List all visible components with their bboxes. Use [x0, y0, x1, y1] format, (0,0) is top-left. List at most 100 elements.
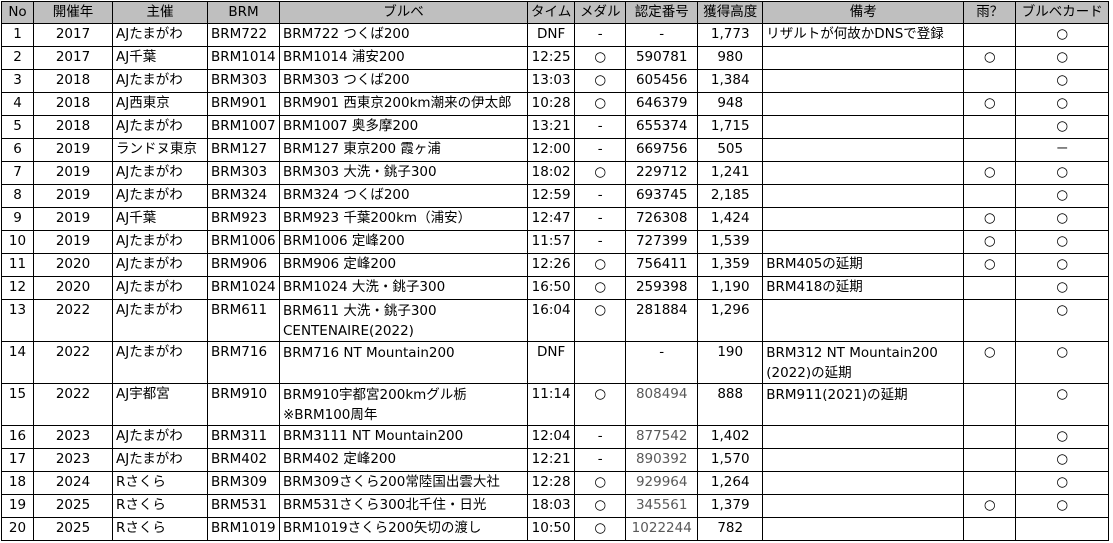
cell-card: ○	[1015, 448, 1110, 472]
cell-card: ○	[1015, 341, 1110, 384]
cell-name: BRM531さくら300北千住・日光	[279, 494, 528, 518]
cell-elev: 1,773	[697, 23, 764, 47]
table-row: 2 2017 AJ千葉 BRM1014 BRM1014 浦安200 12:25 ○ 59078…	[1, 46, 1110, 70]
cell-year: 2023	[33, 425, 113, 449]
table-row: 12 2020 AJたまがわ BRM1024 BRM1024 大洗・銚子300 16:50…	[1, 276, 1110, 300]
cell-cert: 646379	[625, 92, 699, 116]
cell-elev: 1,190	[697, 276, 764, 300]
cell-year: 2022	[33, 299, 113, 342]
table-row: 4 2018 AJ西東京 BRM901 BRM901 西東京200km潮来の伊太郎 10:…	[1, 92, 1110, 116]
cell-name: BRM1014 浦安200	[279, 46, 528, 70]
cell-rain	[963, 115, 1017, 139]
cell-name: BRM906 定峰200	[279, 253, 528, 277]
cell-cert: 229712	[625, 161, 699, 185]
cell-time: 13:21	[526, 115, 576, 139]
cell-elev: 1,264	[697, 471, 764, 495]
table-row: 6 2019 ランドヌ東京 BRM127 BRM127 東京200 霞ヶ浦 12:00-6…	[1, 138, 1110, 162]
cell-elev: 1,570	[697, 448, 764, 472]
cell-name: BRM324 つくば200	[279, 184, 528, 208]
cell-no: 9	[1, 207, 34, 231]
table-row: 8 2019 AJたまがわ BRM324 BRM324 つくば200 12:59-6937…	[1, 184, 1110, 208]
cell-no: 18	[1, 471, 34, 495]
cell-rain: ○	[963, 207, 1017, 231]
cell-elev: 1,296	[697, 299, 764, 342]
cell-elev: 505	[697, 138, 764, 162]
cell-time: 12:47	[526, 207, 576, 231]
cell-org: ランドヌ東京	[112, 138, 208, 162]
cell-year: 2018	[33, 115, 113, 139]
cell-org: AJたまがわ	[112, 276, 208, 300]
cell-medal: -	[574, 23, 627, 47]
cell-note	[762, 161, 965, 185]
cell-elev: 190	[697, 341, 764, 384]
cell-name: BRM1006 定峰200	[279, 230, 528, 254]
cell-no: 12	[1, 276, 34, 300]
cell-brm: BRM1024	[207, 276, 280, 300]
cell-card: ○	[1015, 383, 1110, 426]
cell-year: 2019	[33, 207, 113, 231]
cell-rain	[963, 299, 1017, 342]
cell-elev: 1,539	[697, 230, 764, 254]
cell-medal: -	[574, 207, 627, 231]
cell-note	[762, 207, 965, 231]
cell-no: 10	[1, 230, 34, 254]
cell-time: 12:04	[526, 425, 576, 449]
cell-time: 12:26	[526, 253, 576, 277]
cell-year: 2017	[33, 23, 113, 47]
cell-card: ○	[1015, 92, 1110, 116]
cell-name: BRM716 NT Mountain200	[279, 341, 528, 384]
cell-card: ○	[1015, 494, 1110, 518]
cell-rain: ○	[963, 253, 1017, 277]
cell-brm: BRM611	[207, 299, 280, 342]
cell-note: BRM911(2021)の延期	[762, 383, 965, 426]
cell-rain: ○	[963, 494, 1017, 518]
cell-note: BRM405の延期	[762, 253, 965, 277]
cell-year: 2025	[33, 517, 113, 541]
table-row: 16 2023 AJたまがわ BRM311 BRM3111 NT Mountain200…	[1, 425, 1110, 449]
cell-no: 20	[1, 517, 34, 541]
cell-card: ○	[1015, 230, 1110, 254]
cell-card: ○	[1015, 207, 1110, 231]
cell-cert: 259398	[625, 276, 699, 300]
cell-time: 10:50	[526, 517, 576, 541]
cell-card: ○	[1015, 161, 1110, 185]
table-row: 1 2017 AJたまがわ BRM722 BRM722 つくば200 DNF - -1,773…	[1, 23, 1110, 47]
cell-medal: ○	[574, 383, 627, 426]
cell-note	[762, 471, 965, 495]
cell-cert: 877542	[625, 425, 699, 449]
cell-year: 2024	[33, 471, 113, 495]
cell-name: BRM127 東京200 霞ヶ浦	[279, 138, 528, 162]
cell-brm: BRM531	[207, 494, 280, 518]
cell-card: ○	[1015, 425, 1110, 449]
cell-name: BRM1019さくら200矢切の渡し	[279, 517, 528, 541]
header-rain: 雨？	[963, 1, 1017, 24]
cell-cert: 726308	[625, 207, 699, 231]
cell-card: ○	[1015, 184, 1110, 208]
cell-card: ○	[1015, 253, 1110, 277]
cell-note	[762, 425, 965, 449]
cell-time: DNF	[526, 341, 576, 384]
header-time: タイム	[526, 1, 576, 24]
cell-brm: BRM303	[207, 69, 280, 93]
cell-cert: 808494	[625, 383, 699, 426]
header-elevation: 獲得高度	[697, 1, 764, 24]
table-row: 18 2024 Rさくら BRM309 BRM309さくら200常陸国出雲大社 12:28…	[1, 471, 1110, 495]
cell-org: AJたまがわ	[112, 115, 208, 139]
cell-time: 12:21	[526, 448, 576, 472]
cell-brm: BRM923	[207, 207, 280, 231]
cell-rain	[963, 23, 1017, 47]
cell-year: 2017	[33, 46, 113, 70]
cell-year: 2020	[33, 253, 113, 277]
cell-note: リザルトが何故かDNSで登録	[762, 23, 965, 47]
cell-medal: ○	[574, 494, 627, 518]
cell-name: BRM722 つくば200	[279, 23, 528, 47]
cell-note	[762, 46, 965, 70]
cell-org: AJたまがわ	[112, 184, 208, 208]
table-row: 9 2019 AJ千葉 BRM923 BRM923 千葉200km（浦安） 12:47-7…	[1, 207, 1110, 231]
cell-brm: BRM303	[207, 161, 280, 185]
cell-time: 12:59	[526, 184, 576, 208]
cell-year: 2018	[33, 69, 113, 93]
cell-year: 2025	[33, 494, 113, 518]
cell-no: 2	[1, 46, 34, 70]
cell-elev: 2,185	[697, 184, 764, 208]
